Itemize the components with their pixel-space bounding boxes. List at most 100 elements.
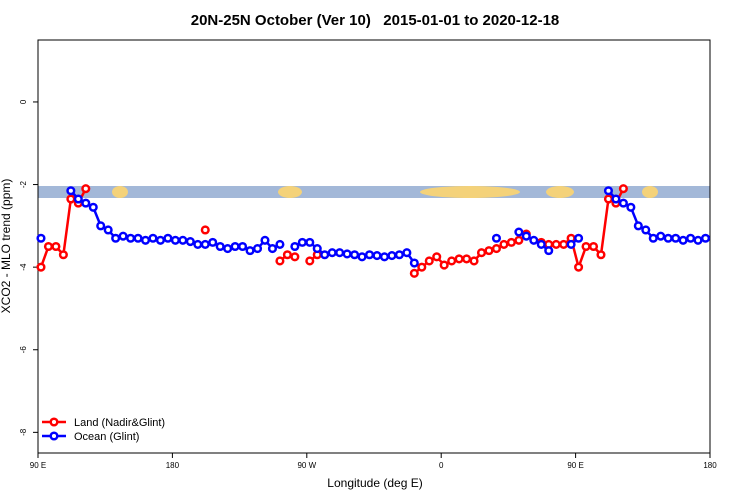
point xyxy=(260,235,270,245)
point xyxy=(223,244,233,254)
point xyxy=(454,254,464,264)
point xyxy=(193,239,203,249)
point xyxy=(663,233,673,243)
point xyxy=(290,241,300,252)
point xyxy=(603,194,614,204)
point xyxy=(58,250,68,260)
point xyxy=(462,254,472,264)
point xyxy=(140,235,151,245)
point xyxy=(678,235,688,245)
point xyxy=(275,256,285,266)
point xyxy=(394,250,404,260)
x-tick-label: 0 xyxy=(439,461,444,470)
point xyxy=(491,233,502,243)
plot-frame xyxy=(37,39,711,454)
point xyxy=(178,235,188,245)
point xyxy=(372,251,382,261)
point xyxy=(81,184,91,194)
point xyxy=(290,252,300,262)
point xyxy=(126,233,136,243)
point xyxy=(417,262,427,272)
point xyxy=(305,237,315,247)
point xyxy=(641,225,651,235)
legend-marker xyxy=(49,431,59,441)
point xyxy=(51,241,61,252)
point xyxy=(387,251,397,261)
map-strip xyxy=(38,186,710,198)
point xyxy=(514,235,524,245)
point xyxy=(402,248,412,258)
point xyxy=(66,194,76,204)
x-tick-label: 180 xyxy=(703,461,717,470)
point xyxy=(529,235,539,245)
point xyxy=(656,231,666,241)
point xyxy=(305,256,315,266)
point xyxy=(544,246,554,256)
point xyxy=(335,248,345,258)
point xyxy=(312,244,322,254)
point xyxy=(469,256,479,266)
point xyxy=(379,252,390,262)
point xyxy=(66,186,76,196)
y-tick-label: 0 xyxy=(19,99,28,104)
point xyxy=(648,233,658,243)
point xyxy=(447,256,457,266)
point xyxy=(596,250,606,260)
y-tick-label: -4 xyxy=(19,263,28,271)
point xyxy=(506,237,516,247)
point xyxy=(111,233,121,243)
point xyxy=(350,250,360,260)
legend-label: Ocean (Glint) xyxy=(74,431,139,443)
point xyxy=(432,252,442,262)
point xyxy=(521,231,531,241)
point xyxy=(581,241,591,252)
point xyxy=(88,202,98,212)
y-tick-label: -8 xyxy=(19,428,28,436)
point xyxy=(574,262,584,272)
point xyxy=(81,198,91,208)
point xyxy=(618,198,628,208)
point xyxy=(245,246,255,256)
point xyxy=(693,235,703,245)
point xyxy=(409,268,419,278)
legend-marker xyxy=(49,417,59,427)
point xyxy=(357,252,367,262)
point xyxy=(275,239,285,249)
x-tick-label: 90 E xyxy=(567,461,583,470)
point xyxy=(536,239,546,249)
chart-title: 20N-25N October (Ver 10) 2015-01-01 to 2… xyxy=(191,12,560,29)
point xyxy=(200,225,210,235)
point xyxy=(267,244,278,254)
point xyxy=(200,239,210,249)
point xyxy=(43,241,54,252)
x-tick-label: 90 W xyxy=(297,461,316,470)
point xyxy=(133,233,143,243)
point xyxy=(73,194,83,204)
point xyxy=(185,236,195,247)
point xyxy=(238,241,248,252)
point xyxy=(170,235,180,245)
point xyxy=(491,244,502,254)
point xyxy=(633,221,643,231)
x-tick-label: 90 E xyxy=(30,461,46,470)
point xyxy=(342,249,352,259)
point xyxy=(409,258,419,268)
point xyxy=(618,184,628,194)
y-axis-label: XCO2 - MLO trend (ppm) xyxy=(0,179,13,314)
point xyxy=(603,186,614,196)
point xyxy=(96,221,106,231)
point xyxy=(700,233,711,243)
point xyxy=(155,235,166,245)
point xyxy=(611,194,621,204)
y-tick-label: -6 xyxy=(19,346,28,354)
point xyxy=(252,244,263,254)
point xyxy=(686,233,696,243)
point xyxy=(163,233,173,243)
point xyxy=(559,239,569,249)
point xyxy=(626,202,636,212)
point xyxy=(476,248,487,258)
point xyxy=(215,241,225,252)
point xyxy=(364,250,375,260)
y-tick-label: -2 xyxy=(19,180,28,188)
